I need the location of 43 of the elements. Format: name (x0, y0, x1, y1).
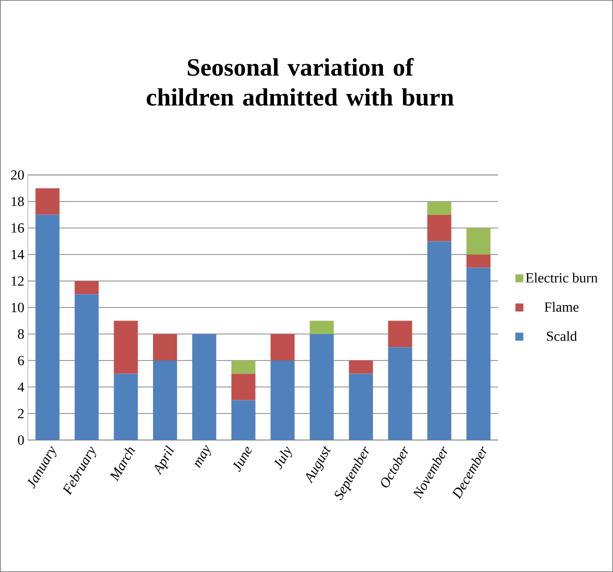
y-tick-label: 0 (18, 435, 24, 445)
bar (427, 214, 452, 242)
y-tick-label: 14 (12, 250, 24, 260)
y-tick-label: 12 (12, 276, 24, 286)
bar (310, 320, 334, 334)
bar (35, 188, 60, 215)
chart-title: Seosonal variation of children admitted with burn (146, 58, 454, 106)
bar (466, 268, 490, 440)
legend-label: Electric burn (526, 272, 598, 283)
bar (114, 320, 138, 374)
bar (74, 280, 99, 294)
legend-label: Scald (547, 331, 577, 341)
bar (427, 241, 452, 440)
bar (348, 360, 373, 374)
bar (270, 360, 295, 440)
y-tick-label: 18 (12, 196, 24, 206)
x-tick-label: July (274, 446, 292, 470)
y-tick-label: 16 (12, 223, 24, 233)
y-tick-label: 8 (18, 329, 24, 339)
y-tick-label: 6 (18, 356, 24, 366)
bar (348, 374, 373, 440)
bar (466, 228, 490, 254)
y-tick-label: 4 (18, 382, 24, 392)
bar (192, 334, 216, 440)
bar (270, 334, 295, 361)
bar (388, 347, 412, 440)
bar (388, 320, 412, 348)
bar (427, 201, 452, 215)
y-tick-label: 10 (12, 302, 24, 312)
bar (231, 374, 256, 400)
x-tick-label: may (194, 445, 211, 468)
bar (153, 360, 178, 440)
bar (114, 374, 138, 440)
bar (35, 214, 60, 440)
bar (153, 334, 178, 361)
y-tick-label: 20 (11, 170, 24, 180)
bar (466, 254, 490, 268)
y-tick-label: 2 (18, 408, 24, 418)
bar (74, 294, 99, 440)
bar (231, 400, 256, 440)
legend-label: Flame (544, 302, 579, 312)
bar (310, 334, 334, 440)
bar (231, 360, 256, 374)
